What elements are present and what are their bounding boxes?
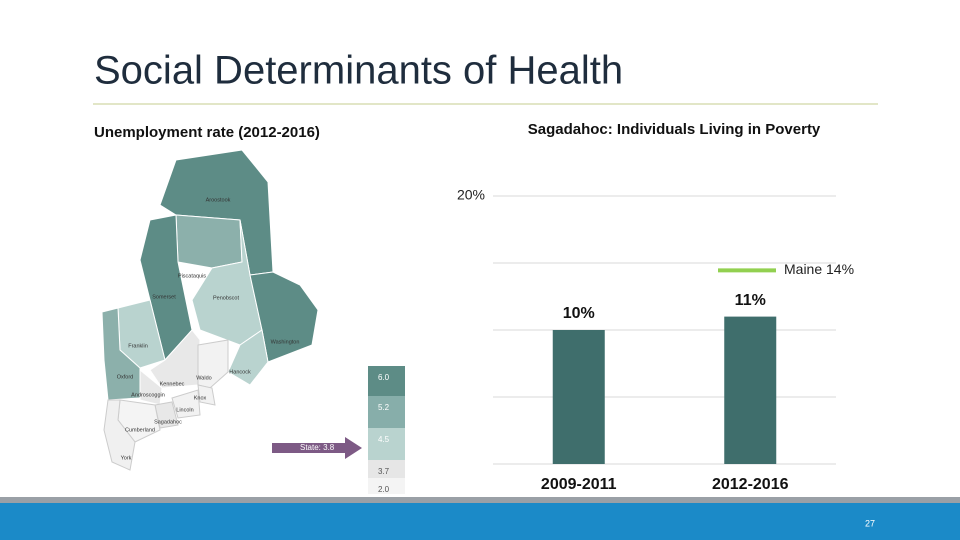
bar: [552, 330, 605, 464]
legend-label: 5.2: [378, 403, 390, 412]
legend-swatch: [368, 396, 405, 428]
legend-swatch: [368, 428, 405, 460]
county-label: Aroostook: [206, 197, 231, 203]
value-label: 11%: [735, 292, 766, 309]
county-label: Oxford: [117, 374, 134, 380]
chart-title: Sagadahoc: Individuals Living in Poverty: [528, 121, 821, 138]
slide-title: Social Determinants of Health: [94, 49, 623, 93]
legend-label: 4.5: [378, 435, 390, 444]
map: State: 3.8 Aroostook Piscataquis Somerset P…: [101, 149, 405, 494]
legend-swatch: [368, 366, 405, 396]
county-label: Kennebec: [160, 381, 185, 387]
county-label: Hancock: [229, 369, 251, 375]
county-label: Penobscot: [213, 295, 239, 301]
county-shape: [227, 329, 269, 386]
county-label: Somerset: [152, 294, 176, 300]
county-shape: [197, 339, 229, 389]
county-label: York: [121, 455, 132, 461]
legend-label: 2.0: [378, 485, 390, 494]
state-arrow: [272, 437, 362, 459]
county-shape: [171, 389, 201, 419]
value-label: 10%: [563, 305, 595, 322]
page-number: 27: [865, 518, 875, 528]
map-title: Unemployment rate (2012-2016): [94, 124, 320, 141]
county-label: Piscataquis: [178, 273, 206, 279]
county-label: Washington: [271, 339, 300, 345]
legend-label: 6.0: [378, 373, 390, 382]
x-tick-label: 2009-2011: [541, 476, 617, 493]
legend-label: 3.7: [378, 467, 390, 476]
county-label: Waldo: [196, 375, 211, 381]
county-label: Sagadahoc: [154, 419, 182, 425]
county-shape: [175, 214, 243, 269]
chart: 20% 2009-2011 10% 2012-2016 11% Maine 14%: [457, 187, 854, 494]
county-shape: [197, 384, 216, 406]
county-shape: [103, 399, 136, 471]
county-label: Cumberland: [125, 427, 155, 433]
x-tick-label: 2012-2016: [712, 476, 789, 493]
footer-rule: [0, 497, 960, 503]
county-label: Lincoln: [176, 407, 193, 413]
footer-bar: [0, 503, 960, 540]
county-label: Knox: [194, 395, 207, 401]
reference-label: Maine 14%: [784, 261, 854, 277]
legend-swatch: [368, 478, 405, 494]
legend-swatch: [368, 460, 405, 478]
county-label: Androscoggin: [131, 392, 165, 398]
bar: [724, 316, 777, 464]
state-label: State: 3.8: [300, 443, 335, 452]
y-tick-label: 20%: [457, 187, 485, 203]
county-label: Franklin: [128, 343, 148, 349]
